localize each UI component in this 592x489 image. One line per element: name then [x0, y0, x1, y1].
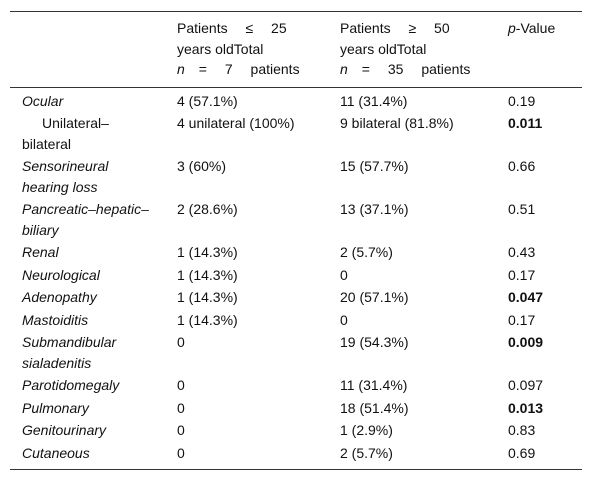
row-label: Submandibular sialadenitis: [22, 334, 117, 371]
cell: 0: [340, 266, 348, 283]
header-variable: p: [508, 20, 516, 36]
p-value: 0.17: [508, 266, 536, 283]
header-cell: p-Value: [496, 12, 582, 88]
header-line: -Value: [515, 20, 556, 36]
header-line: years oldTotal: [340, 40, 427, 57]
cell: 0: [177, 399, 185, 416]
cell: 1 (14.3%): [177, 289, 238, 305]
table-row: Neurological 1 (14.3%) 0 0.17: [10, 264, 582, 287]
row-label: Pulmonary: [22, 399, 89, 416]
row-label: Unilateral–bilateral: [22, 115, 109, 152]
p-value: 0.047: [508, 289, 544, 305]
header-line: years oldTotal: [177, 40, 264, 57]
header-line: Patients ≥ 50: [340, 20, 450, 36]
header-cell: Patients ≥ 50 years oldTotal n = 35 patient…: [328, 12, 496, 88]
p-value: 0.43: [508, 244, 536, 260]
row-label: Neurological: [22, 266, 100, 283]
table-header: Patients ≤ 25 years oldTotal n = 7 patients…: [10, 11, 582, 88]
table-row: Cutaneous 0 2 (5.7%) 0.69: [10, 442, 582, 470]
p-value: 0.69: [508, 444, 536, 461]
row-label: Sensorineural hearing loss: [22, 158, 109, 195]
table-row: Genitourinary 0 1 (2.9%) 0.83: [10, 419, 582, 442]
cell: 1 (14.3%): [177, 311, 238, 328]
table-row: Renal 1 (14.3%) 2 (5.7%) 0.43: [10, 241, 582, 264]
row-label: Ocular: [22, 92, 64, 109]
cell: 0: [340, 311, 348, 328]
cell: 2 (28.6%): [177, 201, 238, 217]
cell: 13 (37.1%): [340, 201, 409, 217]
cell: 19 (54.3%): [340, 334, 409, 350]
header-line: Patients ≤ 25: [177, 20, 287, 36]
header-variable: n: [177, 61, 185, 77]
cell: 1 (14.3%): [177, 266, 238, 283]
cell: 1 (2.9%): [340, 422, 393, 438]
table-row: Ocular 4 (57.1%) 11 (31.4%) 0.19: [10, 87, 582, 112]
row-label: Renal: [22, 244, 59, 260]
header-row: Patients ≤ 25 years oldTotal n = 7 patients…: [10, 11, 582, 88]
cell: 1 (14.3%): [177, 244, 238, 260]
cell: 9 bilateral (81.8%): [340, 115, 454, 131]
p-value: 0.51: [508, 201, 536, 217]
table-row: Parotidomegaly 0 11 (31.4%) 0.097: [10, 374, 582, 397]
cell: 4 unilateral (100%): [177, 115, 295, 131]
cell: 4 (57.1%): [177, 92, 238, 109]
cell: 18 (51.4%): [340, 399, 409, 416]
header-cell: Patients ≤ 25 years oldTotal n = 7 patients: [165, 12, 328, 88]
p-value: 0.17: [508, 311, 536, 328]
header-variable: n: [340, 61, 348, 77]
header-line: = 35 patients: [361, 61, 471, 77]
table-row: Unilateral–bilateral 4 unilateral (100%) 9…: [10, 112, 582, 155]
cell: 0: [177, 422, 185, 438]
table-row: Pulmonary 0 18 (51.4%) 0.013: [10, 397, 582, 420]
cell: 3 (60%): [177, 158, 227, 174]
table-row: Mastoiditis 1 (14.3%) 0 0.17: [10, 309, 582, 332]
cell: 0: [177, 334, 185, 350]
p-value: 0.009: [508, 334, 544, 350]
table-row: Sensorineural hearing loss 3 (60%) 15 (57.…: [10, 155, 582, 198]
table-body: Ocular 4 (57.1%) 11 (31.4%) 0.19 Unilateral–…: [10, 87, 582, 470]
row-label: Adenopathy: [22, 289, 97, 305]
header-cell: [10, 12, 165, 88]
row-label: Genitourinary: [22, 422, 107, 438]
row-label: Pancreatic–hepatic–biliary: [22, 201, 149, 238]
header-line: = 7 patients: [198, 61, 300, 77]
p-value: 0.66: [508, 158, 536, 174]
p-value: 0.013: [508, 399, 544, 416]
row-label: Cutaneous: [22, 444, 90, 461]
row-label: Mastoiditis: [22, 311, 89, 328]
cell: 15 (57.7%): [340, 158, 409, 174]
cell: 11 (31.4%): [340, 92, 408, 109]
p-value: 0.097: [508, 377, 544, 393]
p-value: 0.83: [508, 422, 536, 438]
cell: 2 (5.7%): [340, 244, 393, 260]
data-table: Patients ≤ 25 years oldTotal n = 7 patients…: [10, 11, 582, 470]
cell: 2 (5.7%): [340, 444, 393, 461]
table-row: Adenopathy 1 (14.3%) 20 (57.1%) 0.047: [10, 286, 582, 309]
cell: 0: [177, 377, 185, 393]
cell: 11 (31.4%): [340, 377, 408, 393]
row-label: Parotidomegaly: [22, 377, 120, 393]
cell: 0: [177, 444, 185, 461]
p-value: 0.19: [508, 92, 536, 109]
cell: 20 (57.1%): [340, 289, 409, 305]
table-row: Submandibular sialadenitis 0 19 (54.3%) 0.0…: [10, 331, 582, 374]
table-row: Pancreatic–hepatic–biliary 2 (28.6%) 13 (3…: [10, 198, 582, 241]
p-value: 0.011: [508, 115, 543, 131]
